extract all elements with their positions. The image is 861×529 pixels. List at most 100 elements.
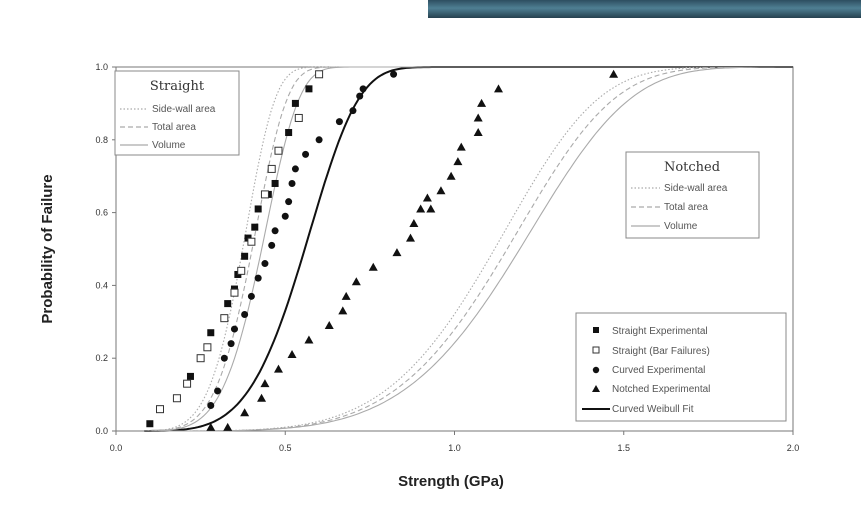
point-notched-experimental: [473, 128, 483, 137]
point-curved-experimental: [291, 165, 299, 173]
point-straight-bar-failures: [183, 379, 192, 388]
point-curved-experimental: [356, 92, 364, 100]
point-notched-experimental: [453, 157, 463, 166]
point-straight-bar-failures: [220, 314, 229, 323]
legend-notched: Notched Side-wall area Total area Volume: [625, 151, 760, 239]
point-curved-experimental: [254, 274, 262, 282]
point-straight-bar-failures: [294, 113, 303, 122]
point-notched-experimental: [341, 291, 351, 300]
point-straight-experimental: [241, 252, 249, 260]
legend-marker-open-square: [592, 346, 600, 354]
point-notched-experimental: [422, 193, 432, 202]
point-curved-experimental: [288, 179, 296, 187]
point-notched-experimental: [240, 408, 250, 417]
legend-notched-label-1: Total area: [664, 202, 708, 213]
legend-series-label-0: Straight Experimental: [612, 326, 708, 337]
point-curved-experimental: [302, 150, 310, 158]
point-curved-experimental: [227, 340, 235, 348]
y-tick-label: 0.0: [95, 426, 108, 436]
legend-marker-filled-circle: [592, 366, 600, 374]
point-curved-experimental: [261, 260, 269, 268]
point-notched-experimental: [392, 248, 402, 257]
point-curved-experimental: [349, 107, 357, 115]
points-layer: [146, 69, 619, 431]
point-straight-bar-failures: [203, 343, 212, 352]
point-curved-experimental: [247, 292, 255, 300]
point-straight-bar-failures: [267, 164, 276, 173]
legend-series-label-2: Curved Experimental: [612, 365, 705, 376]
legend-straight-box: [114, 70, 240, 156]
legend-series-label-3: Notched Experimental: [612, 384, 710, 395]
point-straight-experimental: [251, 223, 259, 231]
point-straight-bar-failures: [230, 288, 239, 297]
point-curved-experimental: [220, 354, 228, 362]
x-tick-label: 1.5: [617, 443, 630, 453]
x-tick-label: 2.0: [787, 443, 800, 453]
point-curved-experimental: [241, 311, 249, 319]
x-tick-label: 1.0: [448, 443, 461, 453]
point-curved-experimental: [268, 241, 276, 249]
curve-straight-volume: [144, 66, 793, 432]
y-tick-label: 0.8: [95, 135, 108, 145]
point-curved-experimental: [230, 325, 238, 333]
point-straight-experimental: [254, 205, 262, 213]
legend-notched-box: [625, 151, 760, 239]
point-straight-experimental: [186, 372, 194, 380]
point-straight-experimental: [146, 420, 154, 428]
legend-series-label-1: Straight (Bar Failures): [612, 346, 710, 357]
y-tick-label: 1.0: [95, 62, 108, 72]
point-curved-experimental: [315, 136, 323, 144]
curves-layer: [144, 66, 793, 432]
point-straight-bar-failures: [237, 266, 246, 275]
point-notched-experimental: [446, 171, 456, 180]
legend-marker-filled-square: [593, 327, 599, 333]
point-curved-experimental: [207, 402, 215, 410]
point-straight-bar-failures: [260, 190, 269, 199]
point-notched-experimental: [324, 320, 334, 329]
point-straight-bar-failures: [196, 354, 205, 363]
point-notched-experimental: [436, 186, 446, 195]
legend-notched-label-2: Volume: [664, 221, 698, 232]
curve-notched-volume: [144, 66, 793, 432]
point-straight-bar-failures: [247, 237, 256, 246]
point-straight-bar-failures: [315, 70, 324, 79]
point-notched-experimental: [368, 262, 378, 271]
legend-straight: Straight Side-wall area Total area Volum…: [114, 70, 240, 156]
legend-series-box: [575, 312, 787, 422]
y-tick-label: 0.6: [95, 208, 108, 218]
x-tick-label: 0.5: [279, 443, 292, 453]
y-tick-label: 0.4: [95, 280, 108, 290]
point-curved-experimental: [271, 227, 279, 235]
legend-straight-label-2: Volume: [152, 140, 186, 151]
point-notched-experimental: [609, 69, 619, 78]
legend-straight-label-0: Side-wall area: [152, 104, 216, 115]
point-straight-experimental: [207, 329, 215, 337]
y-tick-label: 0.2: [95, 353, 108, 363]
point-notched-experimental: [351, 277, 361, 286]
curve-notched-side-wall-area: [144, 66, 793, 432]
y-axis-title: Probability of Failure: [39, 174, 56, 323]
x-tick-label: 0.0: [110, 443, 123, 453]
point-notched-experimental: [304, 335, 314, 344]
point-notched-experimental: [409, 219, 419, 228]
point-notched-experimental: [257, 393, 267, 402]
point-notched-experimental: [416, 204, 426, 213]
point-straight-experimental: [305, 85, 313, 93]
point-straight-experimental: [285, 129, 293, 137]
point-straight-experimental: [271, 179, 279, 187]
point-straight-experimental: [291, 99, 299, 107]
point-curved-experimental: [390, 70, 398, 78]
point-notched-experimental: [338, 306, 348, 315]
legend-notched-title: Notched: [664, 160, 720, 175]
point-curved-experimental: [214, 387, 222, 395]
point-notched-experimental: [260, 379, 270, 388]
point-notched-experimental: [426, 204, 436, 213]
point-straight-bar-failures: [274, 146, 283, 155]
point-curved-experimental: [281, 212, 289, 220]
legend-marker-filled-triangle: [592, 385, 600, 392]
point-straight-bar-failures: [172, 394, 181, 403]
top-banner-image: [428, 0, 861, 18]
point-notched-experimental: [206, 422, 216, 431]
point-curved-experimental: [359, 85, 367, 93]
